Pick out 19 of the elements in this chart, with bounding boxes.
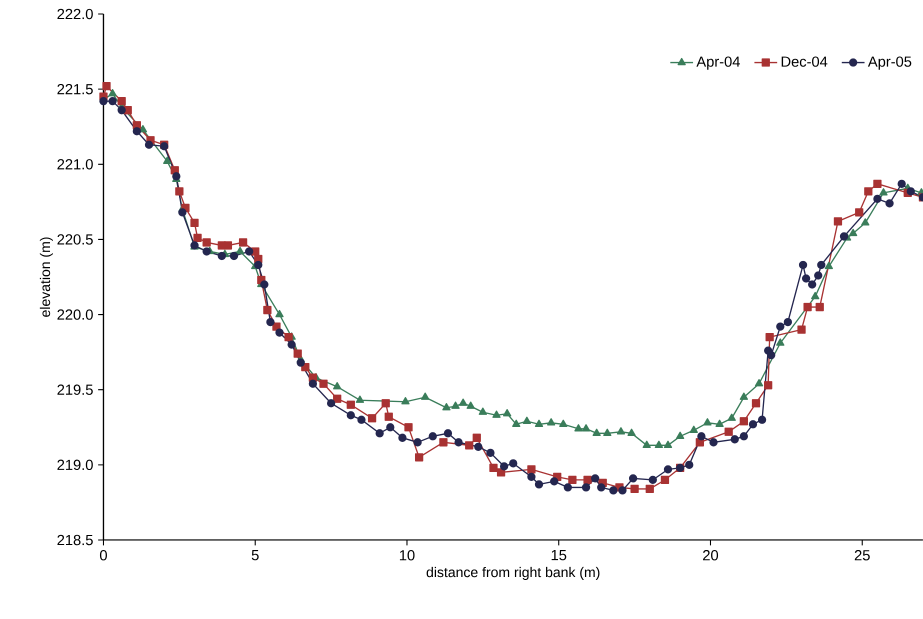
y-tick-label: 221.5	[57, 84, 93, 94]
y-axis-title: elevation (m)	[40, 237, 53, 317]
y-tick-label: 222.0	[57, 8, 93, 20]
x-tick-label: 5	[252, 550, 259, 560]
x-tick-label: 25	[854, 550, 870, 560]
x-tick-label: 0	[100, 550, 107, 560]
y-tick-label: 220.0	[57, 309, 93, 320]
legend-label: Apr-04	[696, 56, 740, 70]
legend-label: Apr-05	[868, 56, 912, 70]
legend-label: Dec-04	[782, 56, 828, 67]
y-tick-label: 218.5	[57, 534, 93, 546]
y-tick-label: 219.5	[57, 384, 93, 395]
y-tick-label: 220.5	[57, 234, 93, 245]
y-tick-label: 219.0	[57, 460, 93, 470]
x-tick-label: 20	[703, 550, 718, 560]
x-axis-title: distance from right bank (m)	[426, 566, 600, 580]
y-tick-label: 221.0	[57, 159, 93, 170]
x-tick-label: 10	[400, 550, 415, 560]
x-tick-label: 15	[552, 550, 566, 560]
